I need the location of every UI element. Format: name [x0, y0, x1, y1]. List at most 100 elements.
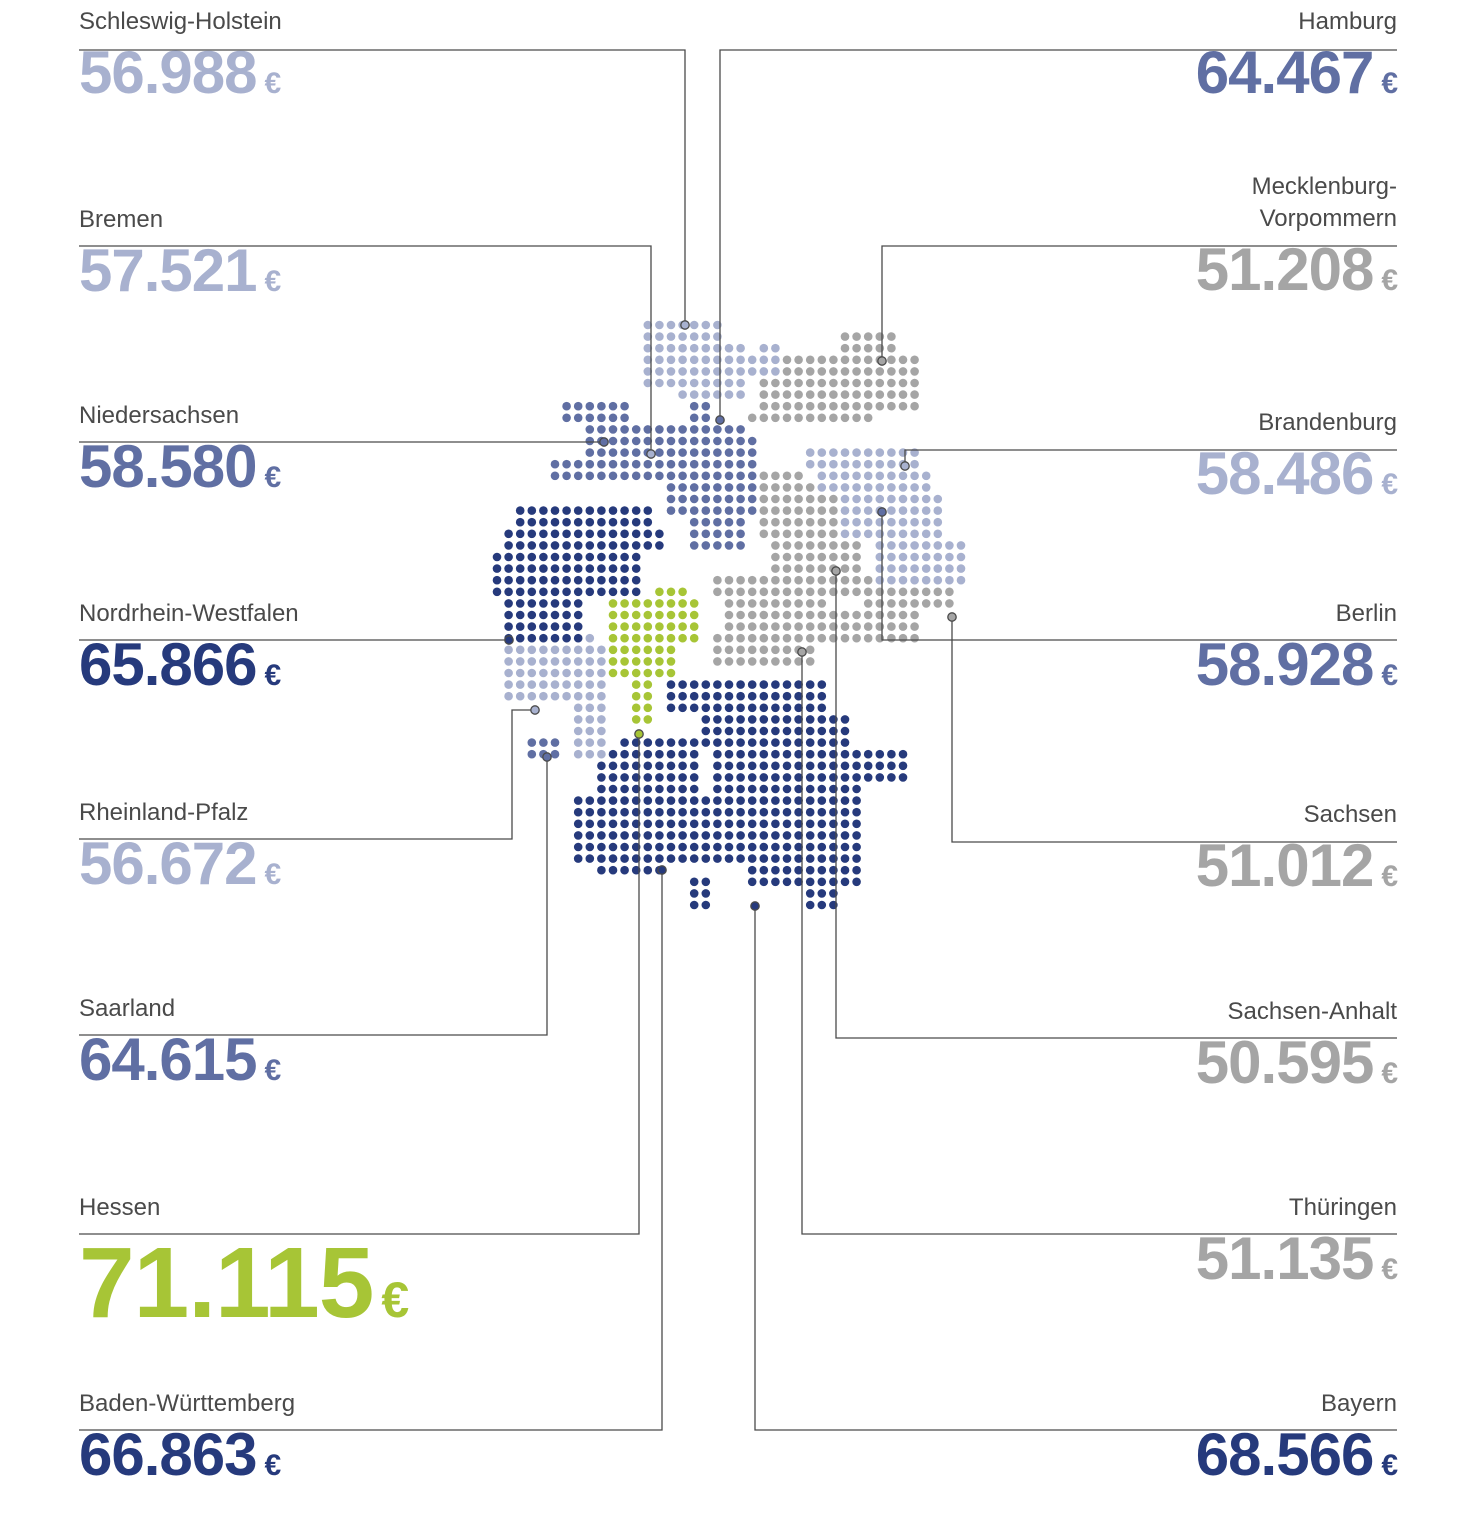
- map-dot-hessen: [608, 668, 618, 678]
- map-dot-brandenburg: [898, 494, 908, 504]
- map-dot-niedersachsen: [747, 506, 757, 515]
- map-dot-nordrhein-westfalen: [527, 529, 537, 539]
- map-dot-thueringen: [771, 657, 780, 666]
- map-dot-rheinland-pfalz: [504, 691, 513, 701]
- map-dot-bayern: [736, 842, 745, 852]
- state-value: 50.595 €: [957, 1028, 1398, 1110]
- map-dot-hessen: [643, 610, 653, 620]
- state-value-number: 58.580: [79, 433, 258, 500]
- map-dot-hessen: [666, 587, 676, 597]
- map-dot-mecklenburg-vorpommern: [875, 401, 885, 411]
- map-dot-mecklenburg-vorpommern: [747, 413, 757, 423]
- map-dot-niedersachsen: [597, 413, 606, 423]
- map-dot-sachsen-anhalt: [829, 506, 838, 515]
- map-dot-thueringen: [736, 610, 745, 620]
- map-dot-baden-wuerttemberg: [666, 854, 676, 863]
- map-dot-brandenburg: [945, 575, 954, 585]
- map-dot-baden-wuerttemberg: [608, 761, 618, 771]
- map-dot-niedersachsen: [585, 436, 595, 446]
- map-dot-thueringen: [771, 633, 780, 643]
- map-dot-niedersachsen: [736, 459, 745, 469]
- map-dot-thueringen: [759, 587, 769, 597]
- map-dot-mecklenburg-vorpommern: [829, 367, 838, 376]
- map-dot-sachsen: [910, 599, 919, 608]
- map-dot-hessen: [620, 599, 629, 608]
- map-dot-bayern: [747, 680, 757, 689]
- map-dot-sachsen-anhalt: [805, 529, 815, 539]
- map-dot-bayern: [713, 842, 722, 852]
- map-dot-hessen: [643, 633, 653, 643]
- state-name: Saarland: [79, 995, 176, 1022]
- map-dot-schleswig-holstein: [736, 367, 745, 376]
- state-entry-hamburg: Hamburg 64.467 €: [957, 6, 1398, 120]
- map-dot-mecklenburg-vorpommern: [829, 355, 838, 365]
- map-dot-thueringen: [782, 633, 792, 643]
- map-dot-bayern: [713, 749, 722, 759]
- map-dot-thueringen: [759, 599, 769, 608]
- map-dot-baden-wuerttemberg: [597, 831, 606, 840]
- map-dot-bayern: [794, 715, 803, 724]
- map-dot-niedersachsen: [701, 459, 711, 469]
- map-dot-baden-wuerttemberg: [655, 842, 664, 852]
- map-dot-bayern: [724, 854, 734, 863]
- map-dot-hessen: [643, 691, 653, 701]
- map-dot-thueringen: [805, 645, 815, 655]
- map-dot-bayern: [782, 807, 792, 817]
- map-dot-brandenburg: [945, 552, 954, 562]
- map-dot-niedersachsen: [678, 459, 687, 469]
- map-dot-niedersachsen: [550, 471, 560, 481]
- map-dot-nordrhein-westfalen: [515, 529, 525, 539]
- map-dot-bayern: [724, 831, 734, 840]
- map-dot-thueringen: [713, 657, 722, 666]
- map-dot-mecklenburg-vorpommern: [817, 367, 827, 376]
- map-dot-nordrhein-westfalen: [631, 587, 641, 597]
- map-dot-bayern: [840, 738, 850, 747]
- map-dot-baden-wuerttemberg: [701, 842, 711, 852]
- map-dot-thueringen: [713, 633, 722, 643]
- map-dot-brandenburg: [887, 529, 896, 539]
- map-dot-bayern: [887, 761, 896, 771]
- map-dot-rheinland-pfalz: [515, 645, 525, 655]
- map-dot-bayern: [759, 726, 769, 736]
- map-dot-brandenburg: [887, 517, 896, 527]
- map-dot-niedersachsen: [585, 459, 595, 469]
- map-dot-brandenburg: [852, 517, 861, 527]
- euro-symbol: €: [264, 1054, 282, 1087]
- map-dot-hessen: [655, 633, 664, 643]
- map-dot-bayern: [817, 900, 827, 910]
- map-dot-bayern: [771, 796, 780, 805]
- map-dot-nordrhein-westfalen: [504, 610, 513, 620]
- map-dot-thueringen: [724, 622, 734, 631]
- map-dot-hamburg: [701, 413, 711, 423]
- map-dot-thueringen: [794, 599, 803, 608]
- map-dot-nordrhein-westfalen: [631, 564, 641, 573]
- leader-line-hamburg: [719, 49, 1397, 420]
- map-dot-schleswig-holstein: [701, 390, 711, 399]
- map-dot-bayern: [736, 749, 745, 759]
- map-dot-bayern: [805, 807, 815, 817]
- map-dot-hessen: [666, 668, 676, 678]
- map-dot-nordrhein-westfalen: [620, 552, 629, 562]
- map-dot-sachsen-anhalt: [782, 564, 792, 573]
- map-dot-bayern: [759, 877, 769, 887]
- map-dot-nordrhein-westfalen: [515, 552, 525, 562]
- map-dot-niedersachsen: [631, 436, 641, 446]
- map-dot-baden-wuerttemberg: [701, 819, 711, 829]
- map-dot-mecklenburg-vorpommern: [852, 413, 861, 423]
- map-dot-sachsen-anhalt: [852, 587, 861, 597]
- map-dot-sachsen-anhalt: [771, 552, 780, 562]
- map-dot-nordrhein-westfalen: [608, 564, 618, 573]
- map-dot-nordrhein-westfalen: [608, 517, 618, 527]
- map-dot-niedersachsen: [713, 448, 722, 457]
- map-dot-nordrhein-westfalen: [515, 599, 525, 608]
- map-dot-bayern: [736, 738, 745, 747]
- map-dot-nordrhein-westfalen: [550, 552, 560, 562]
- euro-symbol: €: [1381, 1449, 1398, 1482]
- state-name: Hamburg: [1298, 8, 1397, 35]
- map-dot-brandenburg: [887, 552, 896, 562]
- map-dot-bayern: [782, 784, 792, 794]
- map-dot-brandenburg: [840, 471, 850, 481]
- map-dot-thueringen: [724, 587, 734, 597]
- state-name: Baden-Württemberg: [79, 1390, 296, 1417]
- map-dot-niedersachsen: [701, 471, 711, 481]
